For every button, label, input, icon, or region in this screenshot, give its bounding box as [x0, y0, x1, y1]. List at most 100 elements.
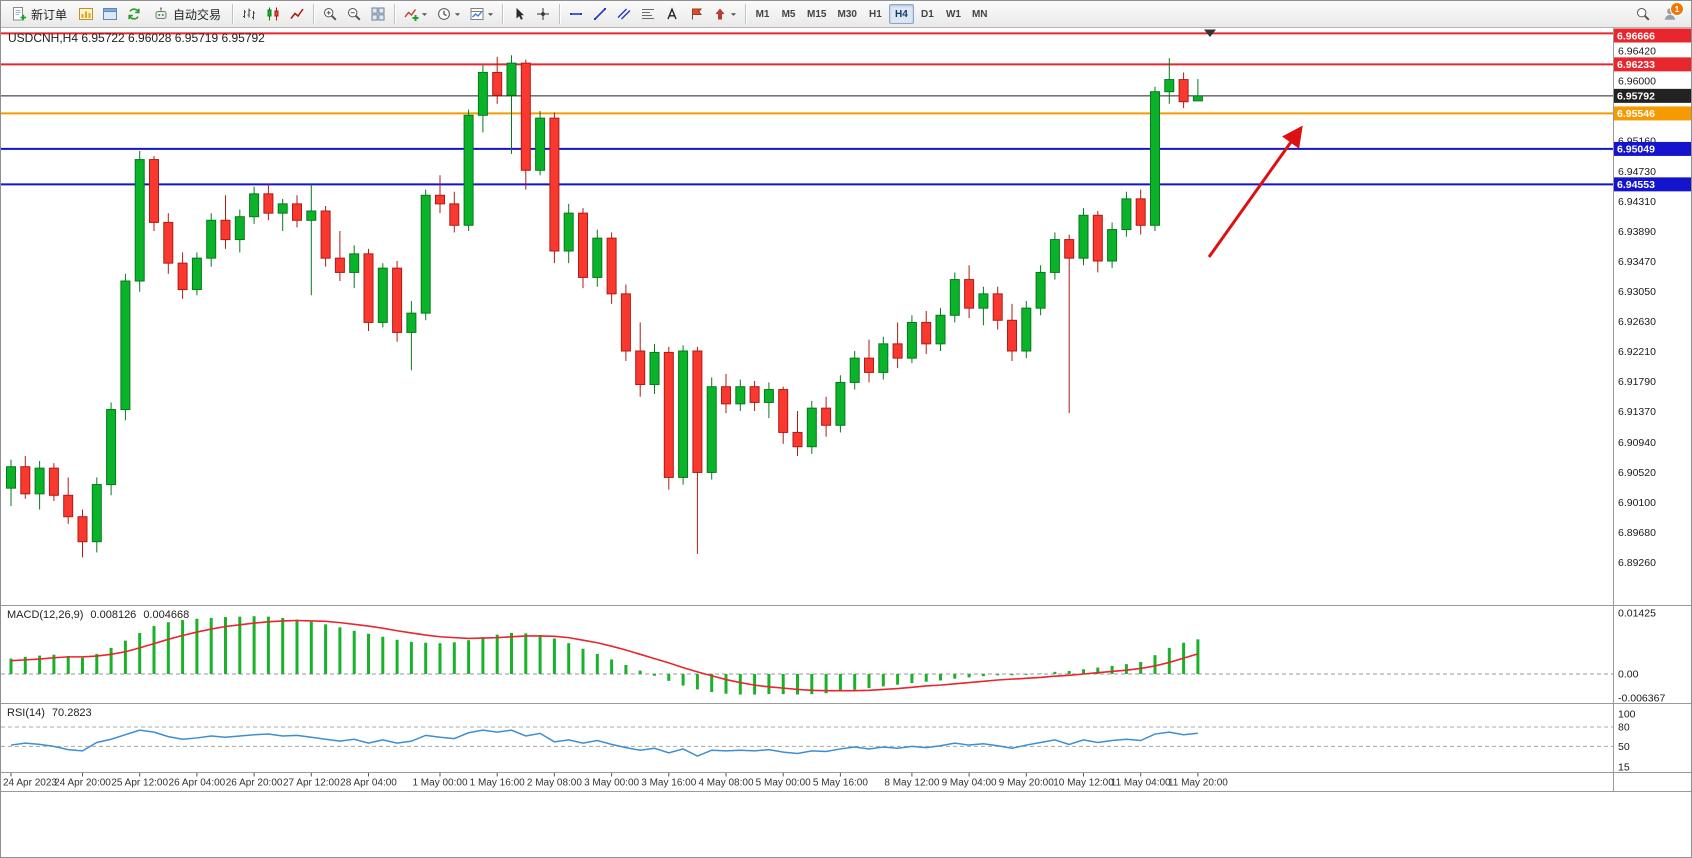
- price-tick-label: 6.93890: [1618, 226, 1656, 238]
- periods-icon: [438, 8, 450, 20]
- new-order-button[interactable]: 新订单: [4, 3, 74, 25]
- chart-canvas[interactable]: 6.964206.960006.955806.951606.947306.943…: [1, 28, 1691, 857]
- time-tick-label: 3 May 16:00: [641, 778, 696, 789]
- candle: [1049, 232, 1060, 280]
- zoom-out-icon: [348, 8, 361, 21]
- price-tick-label: 6.91790: [1618, 376, 1656, 388]
- price-tick-label: 6.93050: [1618, 286, 1656, 298]
- candle: [520, 59, 531, 190]
- zoom-in-button[interactable]: [318, 3, 342, 25]
- channel-button[interactable]: [612, 3, 636, 25]
- label-button[interactable]: [684, 3, 708, 25]
- panel-separators: [1, 28, 1691, 792]
- timeframe-button-M15[interactable]: M15: [802, 4, 831, 24]
- price-badge: [1614, 106, 1691, 121]
- fibonacci-icon: [642, 9, 655, 19]
- community-button[interactable]: 1: [1658, 2, 1684, 25]
- price-tick-label: 6.91370: [1618, 406, 1656, 418]
- fibonacci-button[interactable]: [636, 3, 660, 25]
- candle: [20, 456, 31, 499]
- line-chart-button[interactable]: [285, 3, 309, 25]
- tile-windows-button[interactable]: [366, 3, 390, 25]
- price-lines: [1, 32, 1613, 186]
- timeframe-button-H1[interactable]: H1: [863, 4, 888, 24]
- candle: [849, 351, 860, 390]
- price-tick-label: 6.92210: [1618, 346, 1656, 358]
- timeframe-button-W1[interactable]: W1: [941, 4, 966, 24]
- trend-arrow-annotation[interactable]: [1207, 125, 1303, 258]
- shapes-button[interactable]: [708, 3, 741, 25]
- indicators-button[interactable]: [399, 3, 432, 25]
- label-icon: [692, 8, 703, 20]
- candle: [377, 263, 388, 328]
- candle: [406, 301, 417, 371]
- timeframe-button-M30[interactable]: M30: [832, 4, 861, 24]
- price-tick-label: 6.90520: [1618, 467, 1656, 479]
- toolbar-separator: [232, 4, 234, 24]
- candle: [578, 208, 588, 289]
- candles-layer: [6, 55, 1203, 558]
- chart-window-button[interactable]: [74, 3, 98, 25]
- candle: [292, 195, 302, 228]
- candle: [1064, 234, 1075, 414]
- timeframe-button-D1[interactable]: D1: [915, 4, 940, 24]
- candlestick-chart-button[interactable]: [261, 3, 285, 25]
- time-tick-label: 25 Apr 12:00: [111, 778, 168, 789]
- periods-button[interactable]: [432, 3, 465, 25]
- candle: [106, 402, 117, 496]
- autotrading-label: 自动交易: [173, 7, 222, 22]
- horizontal-line-button[interactable]: [564, 3, 588, 25]
- candle: [1121, 191, 1132, 237]
- dropdown-caret-icon: [421, 12, 428, 16]
- candle: [535, 111, 546, 176]
- candle: [120, 273, 131, 421]
- price-axis[interactable]: 6.964206.960006.955806.951606.947306.943…: [1618, 46, 1656, 569]
- rsi-tick-label: 15: [1618, 762, 1630, 774]
- crosshair-button[interactable]: [531, 3, 555, 25]
- timeframe-button-M5[interactable]: M5: [776, 4, 801, 24]
- bar-chart-button[interactable]: [237, 3, 261, 25]
- timeframe-button-M1[interactable]: M1: [750, 4, 775, 24]
- time-tick-label: 5 May 16:00: [813, 778, 868, 789]
- candle: [134, 151, 145, 292]
- candle: [1078, 208, 1089, 266]
- profiles-button[interactable]: [98, 3, 122, 25]
- toolbar-separator: [394, 4, 396, 24]
- time-tick-label: 4 May 08:00: [698, 778, 753, 789]
- zoom-out-button[interactable]: [342, 3, 366, 25]
- candle: [864, 339, 874, 383]
- time-tick-label: 1 May 00:00: [412, 778, 467, 789]
- chart-area[interactable]: 6.964206.960006.955806.951606.947306.943…: [1, 28, 1691, 857]
- price-tick-label: 6.92630: [1618, 316, 1656, 328]
- trendline-button[interactable]: [588, 3, 612, 25]
- candle: [6, 459, 16, 506]
- timeframe-group: M1 M5 M15 M30 H1 H4 D1 W1 MN: [750, 4, 992, 24]
- candle: [63, 477, 74, 524]
- search-button[interactable]: [1631, 3, 1655, 25]
- candle: [892, 322, 903, 369]
- time-tick-label: 1 May 16:00: [470, 778, 525, 789]
- candle: [463, 109, 474, 231]
- candle: [763, 382, 774, 419]
- autotrading-button[interactable]: 自动交易: [146, 3, 228, 25]
- price-badge-label: 6.96666: [1617, 30, 1655, 42]
- tile-windows-icon: [371, 7, 385, 21]
- timeframe-button-MN[interactable]: MN: [967, 4, 993, 24]
- candle: [263, 183, 274, 221]
- time-tick-label: 3 May 00:00: [584, 778, 639, 789]
- candle: [220, 195, 231, 249]
- timeframe-button-H4[interactable]: H4: [888, 4, 914, 24]
- text-button[interactable]: [660, 3, 684, 25]
- templates-button[interactable]: [465, 3, 498, 25]
- zoom-in-icon: [324, 8, 337, 21]
- candle: [492, 56, 503, 104]
- time-tick-label: 2 May 08:00: [527, 778, 582, 789]
- candle: [806, 401, 817, 454]
- price-badges: 6.96666 6.96233 6.95792 6.95546 6.95049 6.945…: [1614, 28, 1691, 192]
- cursor-button[interactable]: [507, 3, 531, 25]
- candle: [749, 381, 760, 411]
- refresh-button[interactable]: [122, 3, 146, 25]
- trendline-icon: [594, 8, 607, 20]
